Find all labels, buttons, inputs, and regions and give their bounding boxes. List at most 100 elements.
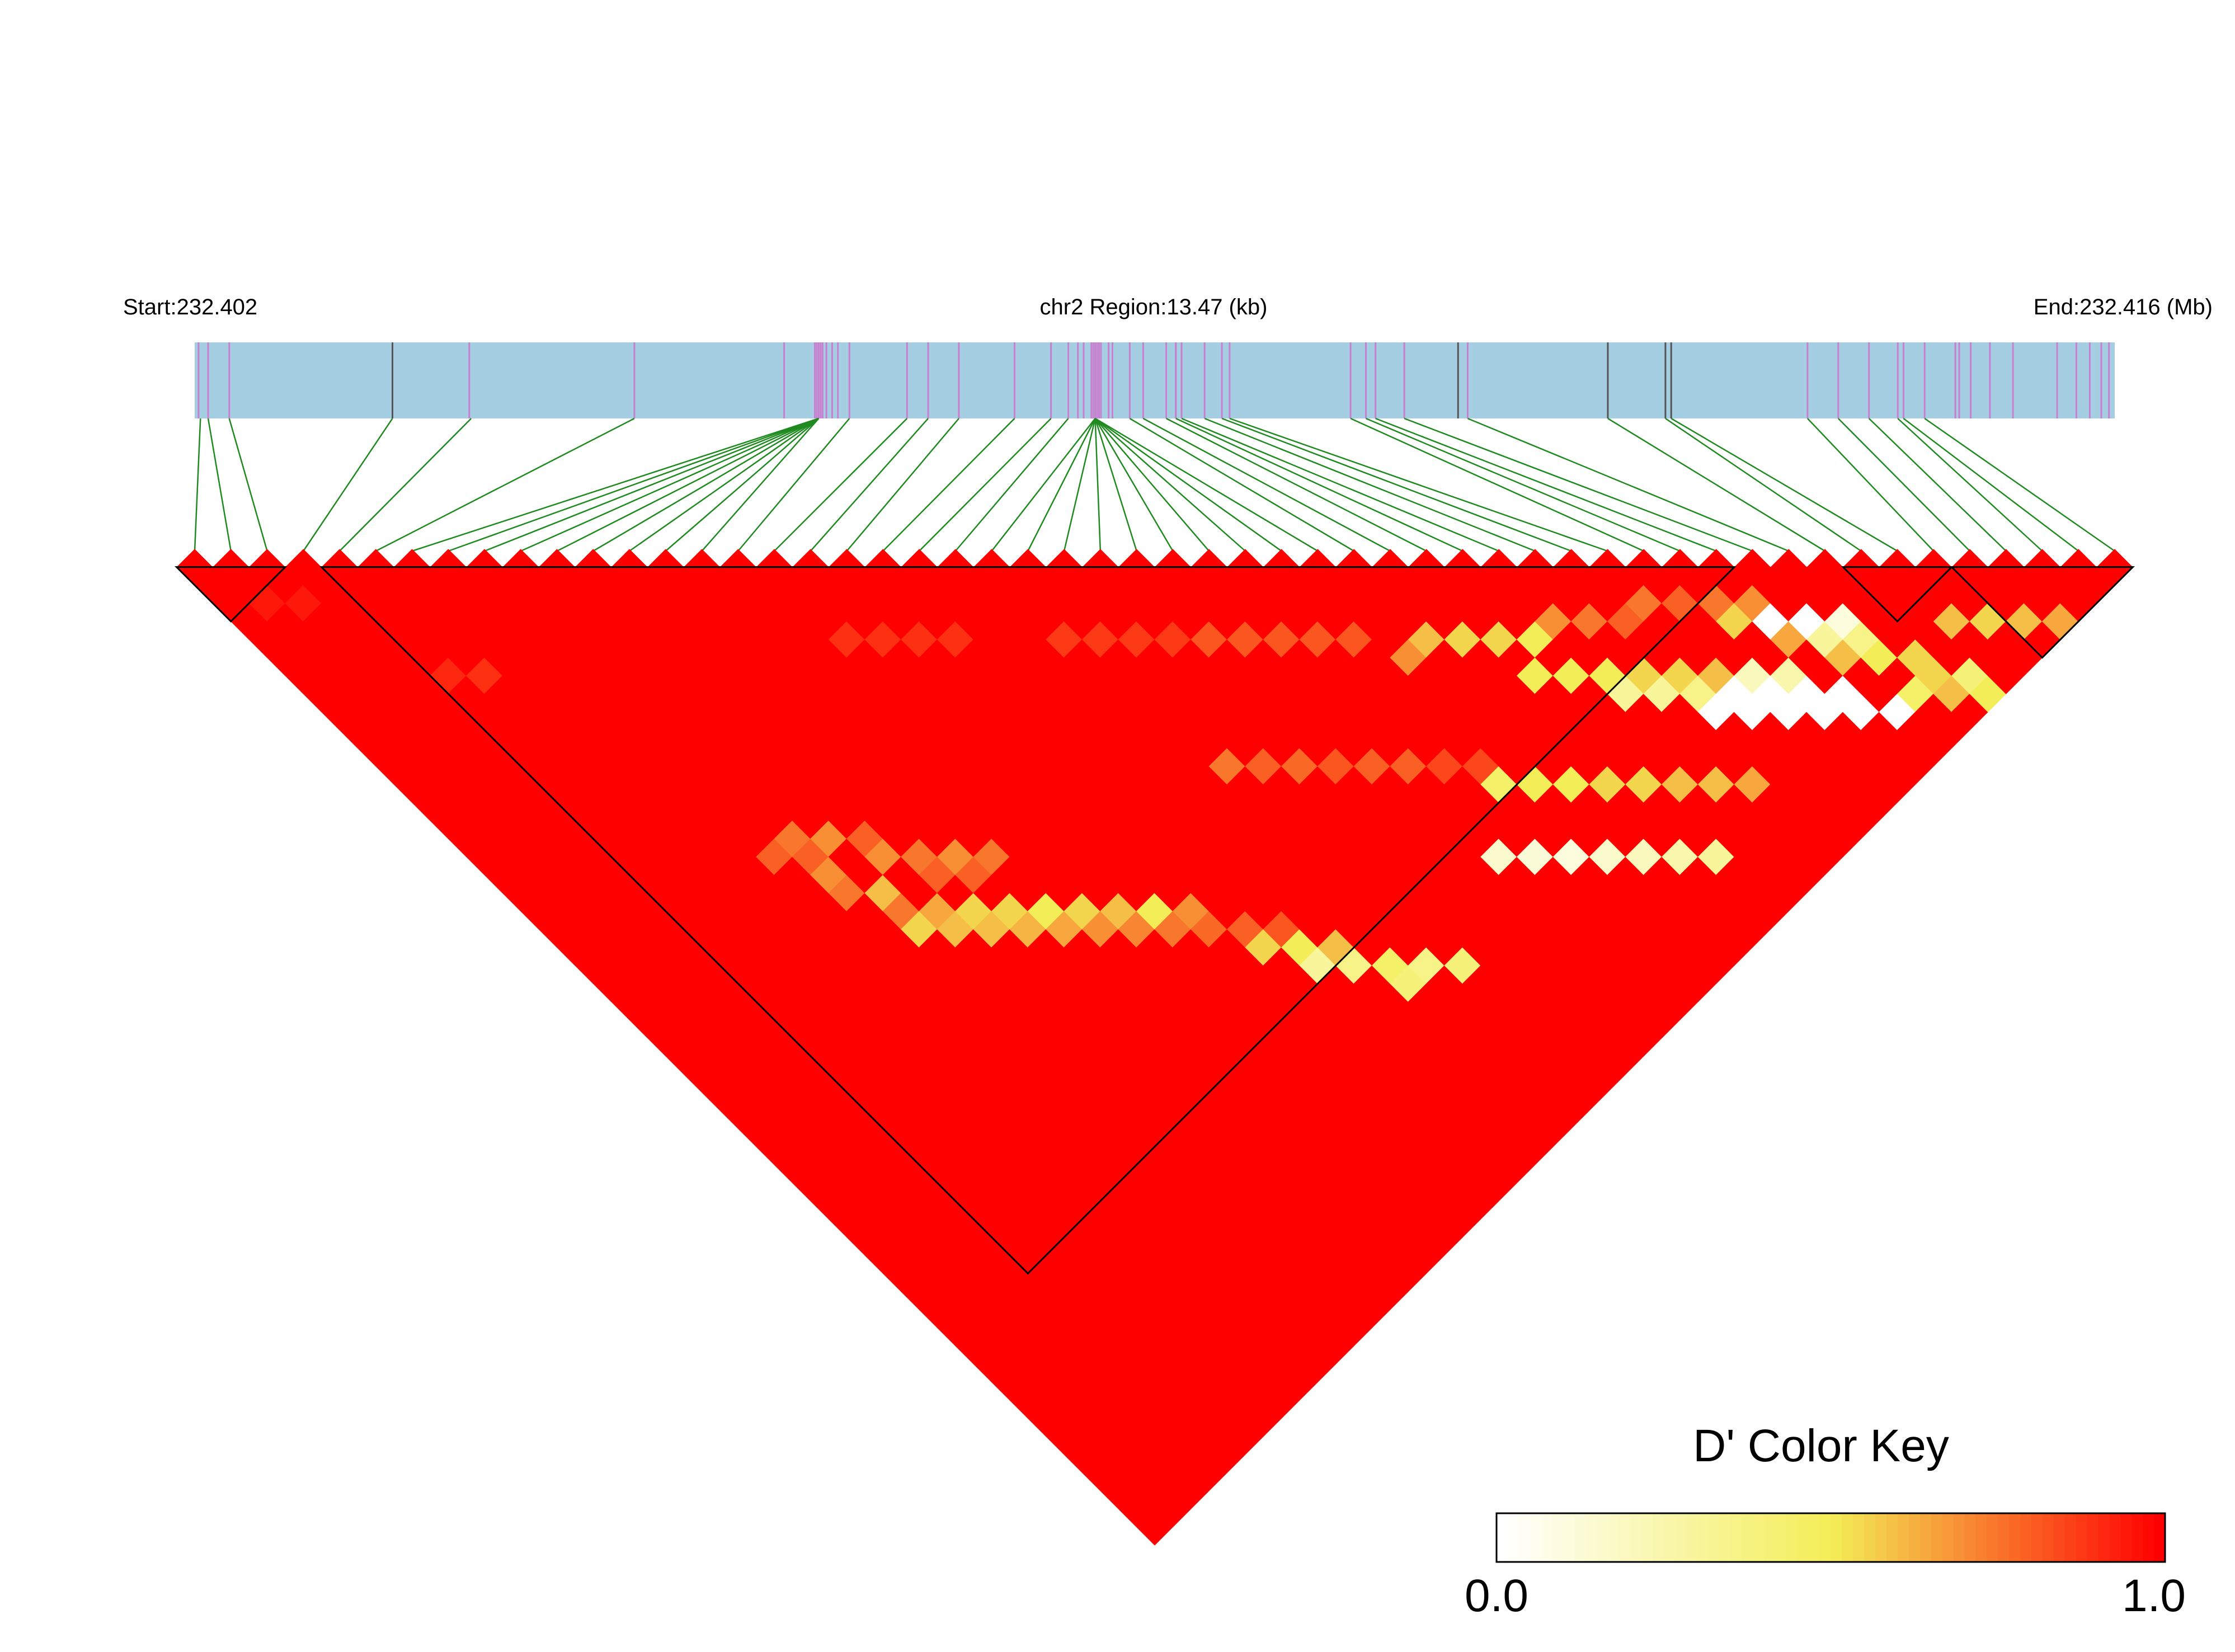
color-key-segment bbox=[1786, 1513, 1798, 1562]
snp-connector bbox=[1665, 417, 1862, 552]
haplotype-block-outlines bbox=[175, 566, 2135, 1275]
color-key-segment bbox=[2132, 1513, 2143, 1562]
snp-connector bbox=[810, 418, 929, 552]
color-key-segment bbox=[1864, 1513, 1876, 1562]
color-key-segment bbox=[2098, 1513, 2110, 1562]
snp-connector bbox=[1204, 417, 1536, 552]
haplotype-block-outline bbox=[1949, 566, 2135, 659]
color-key-segment bbox=[1853, 1513, 1865, 1562]
color-key-segment bbox=[1708, 1513, 1720, 1562]
ld-cells bbox=[176, 549, 2133, 1546]
snp-connector bbox=[484, 417, 819, 552]
snp-connector bbox=[1094, 418, 1137, 552]
snp-connector bbox=[1903, 418, 2079, 552]
snp-connector bbox=[919, 418, 1052, 552]
snp-connector bbox=[1129, 417, 1354, 552]
color-key-border bbox=[1495, 1512, 2166, 1563]
snp-connector bbox=[1094, 418, 1102, 552]
snp-connector bbox=[665, 418, 820, 552]
haplotype-block-outline bbox=[175, 566, 288, 623]
color-key-segment bbox=[1597, 1513, 1608, 1562]
snp-connector bbox=[991, 418, 1096, 552]
color-key-segment bbox=[1674, 1513, 1687, 1562]
color-key-segment bbox=[1518, 1513, 1531, 1562]
color-key-segment bbox=[1641, 1513, 1653, 1562]
color-key-segment bbox=[1585, 1513, 1597, 1562]
snp-connector bbox=[737, 418, 850, 552]
snp-connector bbox=[1607, 417, 1825, 552]
snp-connector bbox=[774, 418, 908, 552]
snp-connector-lines bbox=[194, 417, 2115, 552]
color-key-segment bbox=[1808, 1513, 1820, 1562]
color-key-segment bbox=[1919, 1513, 1932, 1562]
snp-connector bbox=[1229, 417, 1608, 552]
snp-connector bbox=[1027, 418, 1096, 552]
snp-connector bbox=[1094, 417, 1282, 552]
color-key-segment bbox=[2109, 1513, 2121, 1562]
snp-connector bbox=[1094, 418, 1210, 552]
snp-connector bbox=[1166, 417, 1427, 552]
color-key-title: D' Color Key bbox=[1693, 1420, 1949, 1471]
color-key-segment bbox=[2087, 1513, 2099, 1562]
snp-connector bbox=[629, 417, 820, 552]
snp-connector bbox=[1094, 418, 1174, 552]
color-key-segment bbox=[1652, 1513, 1664, 1562]
region-title: chr2 Region:13.47 (kb) bbox=[1040, 295, 1268, 319]
snp-connector bbox=[1350, 417, 1644, 552]
color-key-segment bbox=[1630, 1513, 1642, 1562]
color-key-segment bbox=[1908, 1513, 1921, 1562]
color-key-segment bbox=[1563, 1513, 1575, 1562]
snp-connector bbox=[1221, 417, 1572, 552]
snp-connector bbox=[954, 418, 1069, 552]
color-key-segment bbox=[1753, 1513, 1765, 1562]
color-key-segment bbox=[1663, 1513, 1676, 1562]
snp-connector bbox=[846, 418, 959, 552]
snp-connector bbox=[228, 418, 268, 552]
snp-position-ticks bbox=[197, 342, 2110, 418]
color-key-segment bbox=[1697, 1513, 1709, 1562]
color-key-segment bbox=[1942, 1513, 1954, 1562]
color-key-segment bbox=[1886, 1513, 1898, 1562]
color-key-bar bbox=[1497, 1513, 2166, 1562]
color-key-segment bbox=[1831, 1513, 1843, 1562]
snp-connector bbox=[1671, 417, 1898, 552]
color-key-segment bbox=[2154, 1513, 2166, 1562]
color-key-segment bbox=[2143, 1513, 2154, 1562]
snp-connector bbox=[1366, 417, 1681, 552]
color-key-segment bbox=[2009, 1513, 2021, 1562]
color-key-segment bbox=[1497, 1513, 1508, 1562]
color-key-segment bbox=[2076, 1513, 2088, 1562]
snp-connector bbox=[375, 417, 635, 552]
snp-connector bbox=[701, 418, 820, 552]
color-key-segment bbox=[1764, 1513, 1776, 1562]
color-key-segment bbox=[1975, 1513, 1987, 1562]
snp-connector bbox=[412, 417, 819, 552]
color-key-segment bbox=[1987, 1513, 1998, 1562]
snp-connector bbox=[207, 418, 232, 552]
color-key-segment bbox=[1998, 1513, 2010, 1562]
color-key-segment bbox=[1898, 1513, 1909, 1562]
snp-connector bbox=[592, 417, 820, 552]
snp-connector bbox=[556, 417, 819, 552]
snp-connector bbox=[1806, 418, 1935, 552]
snp-connector bbox=[1181, 417, 1499, 552]
color-key-segment bbox=[1875, 1513, 1887, 1562]
snp-connector bbox=[339, 418, 472, 552]
color-key-segment bbox=[1619, 1513, 1631, 1562]
snp-connector bbox=[1924, 417, 2115, 552]
snp-connector bbox=[1868, 418, 2007, 552]
color-key-segment bbox=[1953, 1513, 1965, 1562]
color-key-segment bbox=[1608, 1513, 1620, 1562]
snp-connector bbox=[520, 417, 819, 552]
snp-connector bbox=[1094, 418, 1246, 552]
color-key-segment bbox=[2064, 1513, 2077, 1562]
color-key-segment bbox=[1530, 1513, 1542, 1562]
snp-connector bbox=[1175, 417, 1463, 552]
color-key-segment bbox=[1507, 1513, 1519, 1562]
color-key-segment bbox=[1552, 1513, 1564, 1562]
snp-connector bbox=[1142, 417, 1391, 552]
haplotype-block-outline bbox=[319, 566, 1737, 1275]
snp-connector bbox=[448, 417, 819, 552]
snp-connector bbox=[1404, 417, 1753, 552]
